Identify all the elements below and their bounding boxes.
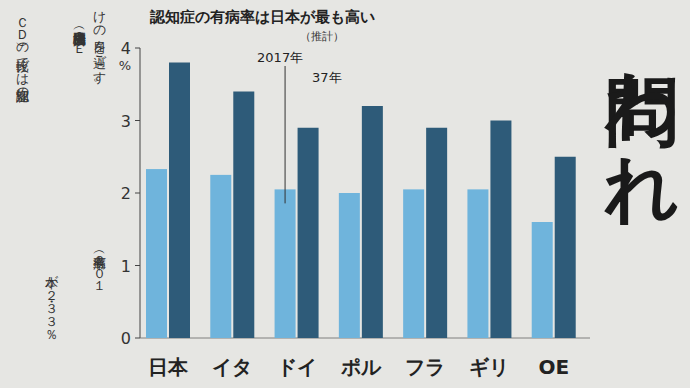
bar [490, 121, 511, 339]
y-tick-label: 0 [121, 329, 131, 348]
bar [210, 175, 231, 338]
category-label: ドイ [277, 355, 317, 379]
annotation: ＣＤ）の比較では認知症の [16, 8, 29, 94]
y-axis-unit: % [119, 58, 131, 73]
bar [169, 63, 190, 339]
y-tick [135, 338, 140, 339]
bar [403, 189, 424, 338]
annotation: けの日々を過ごす。 [93, 2, 106, 90]
legend-leader [285, 66, 286, 203]
category-label: ギリ [469, 355, 509, 379]
bar [339, 193, 360, 338]
annotation: 有病率（２０１ [93, 246, 106, 285]
bars [146, 63, 576, 339]
y-tick-label: 2 [121, 184, 131, 203]
legend-label: 37年 [312, 70, 342, 85]
page: {"chart_data": {"type": "bar", "title": … [0, 0, 690, 388]
y-tick-label: 4 [121, 39, 131, 58]
y-tick [135, 193, 140, 194]
y-tick [135, 48, 140, 49]
bar [275, 189, 296, 338]
category-label: フラ [405, 355, 445, 379]
bar [362, 106, 383, 338]
category-label: 日本 [148, 355, 189, 379]
bar [426, 128, 447, 338]
annotation: 問われ [606, 18, 680, 186]
y-tick-label: 1 [121, 257, 131, 276]
y-tick [135, 265, 140, 266]
annotation: 経済協力開発機構（ＯＥ [73, 22, 86, 48]
bar [555, 157, 576, 338]
bar [146, 169, 167, 338]
subtitle: （推計） [300, 30, 344, 43]
bar [233, 92, 254, 339]
category-label: ポル [340, 355, 382, 379]
bar [298, 128, 319, 338]
category-label: イタ [212, 355, 252, 379]
y-tick-label: 3 [121, 112, 131, 131]
legend-label: 2017年 [257, 50, 303, 65]
category-label: OE [538, 355, 569, 379]
y-tick [135, 120, 140, 121]
bar [467, 189, 488, 338]
annotation: 本が２・３３％ [45, 266, 58, 333]
title: 認知症の有病率は日本が最も高い [149, 8, 375, 26]
bar [532, 222, 553, 338]
